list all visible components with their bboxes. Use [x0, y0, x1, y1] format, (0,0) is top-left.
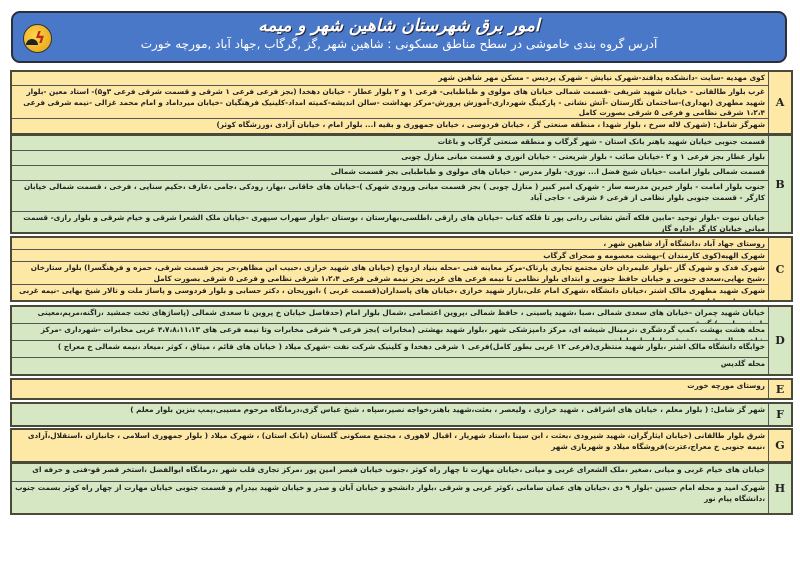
- group-rows: شهر گز شامل: ( بلوار معلم ، خیابان های ا…: [12, 404, 768, 425]
- address-row: کوی مهدیه -سایت -دانشکده پدافند-شهرک نیا…: [12, 72, 768, 86]
- group-letter: A: [768, 72, 791, 133]
- group-f: F شهر گز شامل: ( بلوار معلم ، خیابان های …: [10, 402, 793, 427]
- address-row: خوابگاه دانشگاه مالک اشتر ،بلوار شهید من…: [12, 341, 768, 358]
- group-c: C روستای جهاد آباد ،دانشگاه آزاد شاهین شه…: [10, 236, 793, 302]
- page-subtitle: آدرس گروه بندی خاموشی در سطح مناطق مسکون…: [140, 37, 658, 51]
- group-rows: شرق بلوار طالقانی (خیابان ایثارگران، شهی…: [12, 430, 768, 461]
- address-row: قسمت جنوبی خیابان شهید باهنر بانک استان …: [12, 136, 768, 151]
- address-row: محله گلدیس: [720, 359, 765, 368]
- group-rows: خیابان شهید چمران -خیابان های سعدی شمالی…: [12, 307, 768, 374]
- group-letter: H: [768, 464, 791, 513]
- group-g: G شرق بلوار طالقانی (خیابان ایثارگران، شه…: [10, 428, 793, 463]
- group-rows: روستای جهاد آباد ،دانشگاه آزاد شاهین شهر…: [12, 238, 768, 300]
- address-row: شهرک امید و محله امام حسین -بلوار ۹ دی ،…: [15, 483, 765, 503]
- group-rows: خیابان های خیام غربی و میانی ،صغیر ،ملک …: [12, 464, 768, 513]
- address-row: شهرگز شامل: (شهرک لاله سرخ ، بلوار شهدا …: [216, 120, 765, 129]
- group-b: B قسمت جنوبی خیابان شهید باهنر بانک استان…: [10, 134, 793, 234]
- group-letter: E: [768, 380, 791, 398]
- address-row: غرب بلوار طالقانی - خیابان شهید شریفی -ق…: [12, 86, 768, 119]
- group-rows: کوی مهدیه -سایت -دانشکده پدافند-شهرک نیا…: [12, 72, 768, 133]
- page-title: امور برق شهرستان شاهین شهر و میمه: [258, 16, 540, 36]
- address-row: بلوار عطار بجز فرعی ۱ و ۲ -خیابان صائب -…: [12, 151, 768, 166]
- group-d: D خیابان شهید چمران -خیابان های سعدی شمال…: [10, 305, 793, 376]
- group-h: H خیابان های خیام غربی و میانی ،صغیر ،ملک…: [10, 462, 793, 515]
- electricity-company-logo-icon: ϟ: [23, 24, 52, 53]
- address-row: جنوب بلوار امامت - بلوار خیرین مدرسه ساز…: [12, 181, 768, 212]
- group-letter: D: [768, 307, 791, 374]
- address-row: خیابان شهید چمران -خیابان های سعدی شمالی…: [12, 307, 768, 324]
- group-a: A کوی مهدیه -سایت -دانشکده پدافند-شهرک نی…: [10, 70, 793, 135]
- address-row: قسمت شمالی بلوار امامت -خیابان شیخ فضل ا…: [12, 166, 768, 181]
- address-row: شهرک فدک و شهرک گاز -بلوار علیمردان خان …: [12, 262, 768, 285]
- address-row: خیابان نبوت -بلوار توحید -مابین فلکه آتش…: [23, 213, 765, 232]
- group-rows: قسمت جنوبی خیابان شهید باهنر بانک استان …: [12, 136, 768, 232]
- address-row: شهرک شهید مطهری مالک اشتر ،خیابان دانشگا…: [19, 286, 765, 300]
- group-letter: G: [768, 430, 791, 461]
- address-row: شهر گز شامل: ( بلوار معلم ، خیابان های ا…: [130, 405, 765, 414]
- address-row: شهرک الهیه(کوی کارمندان )-بهشت معصومه و …: [12, 250, 768, 262]
- logo-wing-shape: [26, 39, 38, 45]
- group-rows: روستای مورچه خورت: [12, 380, 768, 398]
- group-letter: C: [768, 238, 791, 300]
- lightning-bolt-icon: ϟ: [34, 28, 46, 47]
- address-row: خیابان های خیام غربی و میانی ،صغیر ،ملک …: [12, 464, 768, 482]
- group-letter: F: [768, 404, 791, 425]
- address-row: روستای مورچه خورت: [687, 381, 765, 390]
- address-row: روستای جهاد آباد ،دانشگاه آزاد شاهین شهر…: [12, 238, 768, 250]
- address-row: محله هشت بهشت ،کمپ گردشگری ،ترمینال شیشه…: [12, 324, 768, 341]
- page-header: ϟ امور برق شهرستان شاهین شهر و میمه آدرس…: [11, 11, 787, 63]
- group-e: E روستای مورچه خورت: [10, 378, 793, 400]
- address-row: شرق بلوار طالقانی (خیابان ایثارگران، شهی…: [27, 431, 765, 451]
- group-letter: B: [768, 136, 791, 232]
